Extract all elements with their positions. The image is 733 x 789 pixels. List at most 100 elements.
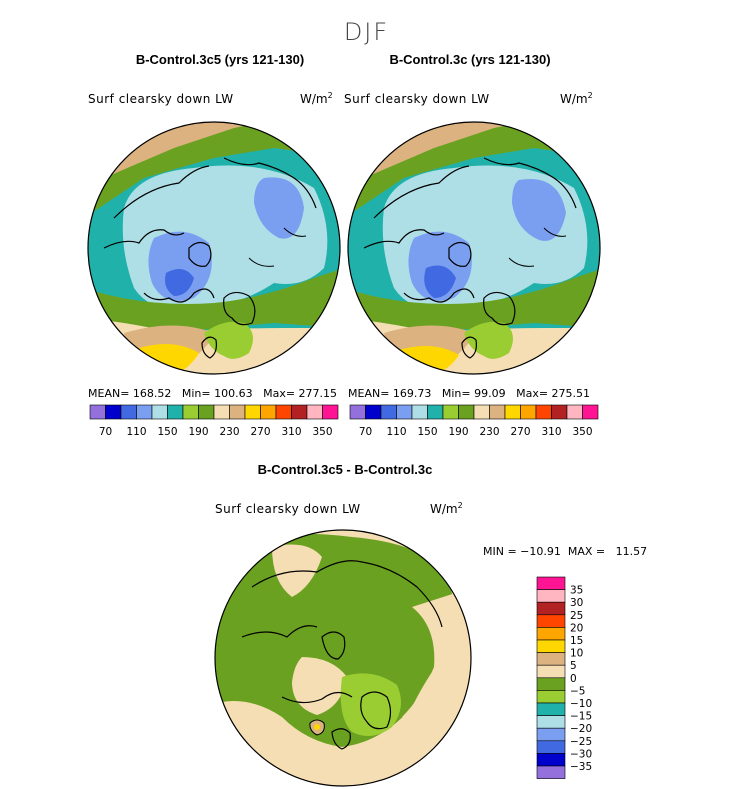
- colorbar-box: [473, 404, 490, 420]
- map-border: [87, 121, 341, 375]
- colorbar-tick-label: 35: [570, 585, 583, 597]
- colorbar-tick-label: −10: [570, 698, 592, 710]
- colorbar-box: [396, 404, 413, 420]
- colorbar-tick-label: 310: [281, 426, 301, 438]
- colorbar-box: [489, 404, 506, 420]
- panel-left-stats: MEAN= 168.52 Min= 100.63 Max= 277.15: [88, 387, 338, 400]
- colorbar-tick-label: 110: [386, 426, 406, 438]
- colorbar-box: [582, 404, 599, 420]
- diff-panel-map: [214, 529, 472, 787]
- colorbar-box: [536, 753, 566, 767]
- colorbar-tick-label: 230: [219, 426, 239, 438]
- colorbar-tick-label: −20: [570, 723, 592, 735]
- map-field-cream-labrador: [292, 657, 347, 715]
- colorbar-box: [89, 404, 106, 420]
- panel-left-map: [87, 121, 341, 375]
- colorbar-box: [536, 690, 566, 704]
- colorbar-box: [322, 404, 339, 420]
- panel-left-title: B-Control.3c5 (yrs 121-130): [135, 52, 305, 67]
- panel-left-variable: Surf clearsky down LW: [88, 92, 234, 106]
- colorbar-box: [380, 404, 397, 420]
- colorbar-box: [291, 404, 308, 420]
- map-field-green-south: [348, 268, 600, 333]
- colorbar-box: [167, 404, 184, 420]
- colorbar-box: [427, 404, 444, 420]
- colorbar-tick-label: −35: [570, 761, 592, 773]
- colorbar-tick-label: 15: [570, 635, 583, 647]
- colorbar-box: [536, 639, 566, 653]
- panel-left-units: W/m2: [300, 91, 333, 106]
- colorbar-box: [260, 404, 277, 420]
- panel-right-title: B-Control.3c (yrs 121-130): [389, 52, 551, 67]
- colorbar-box: [566, 404, 583, 420]
- colorbar-box: [136, 404, 153, 420]
- colorbar-box: [551, 404, 568, 420]
- colorbar-box: [442, 404, 459, 420]
- colorbar-tick-label: 150: [417, 426, 437, 438]
- panel-right-stats: MEAN= 169.73 Min= 99.09 Max= 275.51: [348, 387, 591, 400]
- colorbar-tick-label: −25: [570, 736, 592, 748]
- colorbar-box: [535, 404, 552, 420]
- colorbar-tick-label: 25: [570, 610, 583, 622]
- colorbar-box: [536, 589, 566, 603]
- colorbar-box: [458, 404, 475, 420]
- colorbar-box: [536, 627, 566, 641]
- colorbar-box: [536, 664, 566, 679]
- diff-panel-units: W/m2: [430, 501, 463, 516]
- colorbar-box: [536, 677, 566, 691]
- colorbar-box: [536, 576, 566, 590]
- colorbar-tick-label: 70: [359, 426, 372, 438]
- colorbar-tick-label: 230: [479, 426, 499, 438]
- colorbar-box: [365, 404, 382, 420]
- colorbar-tick-label: 5: [570, 660, 577, 672]
- colorbar-tick-label: 270: [250, 426, 270, 438]
- map-border: [347, 121, 601, 375]
- colorbar-tick-label: −15: [570, 711, 592, 723]
- colorbar-box: [213, 404, 230, 420]
- colorbar-box: [536, 652, 566, 666]
- map-field-yellow-spot: [314, 724, 320, 730]
- colorbar-box: [151, 404, 168, 420]
- colorbar-tick-label: 350: [312, 426, 332, 438]
- colorbar-tick-label: 310: [541, 426, 561, 438]
- colorbar-box: [244, 404, 261, 420]
- map-field-yellow-atlantic: [399, 346, 459, 374]
- colorbar-tick-label: 150: [157, 426, 177, 438]
- colorbar-box: [411, 404, 428, 420]
- season-title: DJF: [343, 18, 390, 46]
- colorbar-box: [105, 404, 122, 420]
- map-field-darkblue: [424, 265, 456, 298]
- colorbar-tick-label: 0: [570, 673, 577, 685]
- colorbar-tick-label: 110: [126, 426, 146, 438]
- map-field-blue-siberia: [512, 178, 566, 241]
- map-field-blue-siberia: [254, 177, 304, 239]
- diff-panel-minmax: MIN = −10.91 MAX = 11.57: [483, 545, 648, 558]
- colorbar-box: [120, 404, 137, 420]
- colorbar-box: [275, 404, 292, 420]
- colorbar-tick-label: 70: [99, 426, 112, 438]
- map-field-cream-east: [402, 587, 471, 717]
- colorbar-tick-label: 30: [570, 597, 583, 609]
- colorbar-tick-label: 190: [448, 426, 468, 438]
- colorbar-box: [536, 702, 566, 716]
- colorbar-tick-label: 190: [188, 426, 208, 438]
- colorbar-tick-label: 270: [510, 426, 530, 438]
- panel-right-variable: Surf clearsky down LW: [344, 92, 490, 106]
- panel-right-map: [347, 121, 601, 375]
- map-field-green-south: [88, 268, 340, 333]
- colorbar-box: [536, 601, 566, 616]
- colorbar-box: [536, 740, 566, 754]
- map-field-lightgreen-europe: [340, 673, 401, 736]
- diff-panel-variable: Surf clearsky down LW: [215, 502, 361, 516]
- diff-panel-title: B-Control.3c5 - B-Control.3c: [257, 462, 433, 477]
- colorbar-box: [198, 404, 215, 420]
- colorbar-tick-label: −5: [570, 685, 585, 697]
- colorbar-box: [536, 727, 566, 742]
- colorbar-tick-label: −30: [570, 748, 592, 760]
- panel-right-colorbar: 70 110 150 190 230 270 310 350: [349, 404, 599, 438]
- map-field-yellow-atlantic: [139, 344, 199, 374]
- colorbar-box: [229, 404, 246, 420]
- colorbar-box: [306, 404, 323, 420]
- colorbar-box: [536, 765, 566, 779]
